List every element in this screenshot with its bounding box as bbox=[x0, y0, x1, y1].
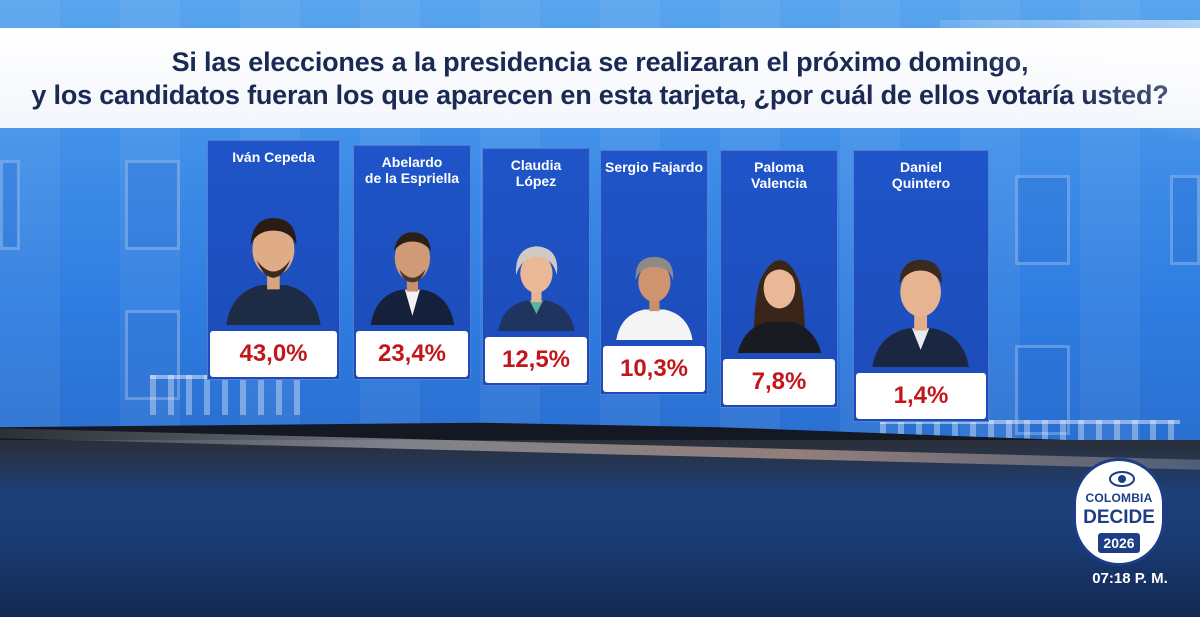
candidate-name: Paloma Valencia bbox=[750, 159, 808, 191]
candidate-photo bbox=[221, 185, 326, 325]
candidate-name: Iván Cepeda bbox=[232, 149, 315, 165]
broadcast-clock: 07:18 P. M. bbox=[1092, 570, 1168, 587]
studio-floor bbox=[0, 440, 1200, 617]
candidate-photo bbox=[366, 190, 459, 325]
studio-screen: Si las elecciones a la presidencia se re… bbox=[0, 0, 1200, 445]
background-window bbox=[1015, 175, 1070, 265]
candidate-name: Sergio Fajardo bbox=[604, 159, 704, 175]
candidate-card-lopez: Claudia López 12,5% bbox=[482, 148, 590, 386]
candidate-card-cepeda: Iván Cepeda 43,0% bbox=[207, 140, 340, 380]
candidate-card-quintero: Daniel Quintero 1,4% bbox=[853, 150, 989, 422]
eye-icon bbox=[1109, 471, 1135, 487]
logo-text-colombia: COLOMBIA bbox=[1085, 491, 1153, 505]
background-railing bbox=[150, 375, 300, 415]
candidate-card-de-la-espriella: Abelardo de la Espriella 23,4% bbox=[353, 145, 471, 380]
candidate-percentage: 23,4% bbox=[356, 331, 468, 377]
candidate-name: Abelardo de la Espriella bbox=[364, 154, 460, 186]
candidate-name: Daniel Quintero bbox=[891, 159, 951, 191]
candidate-percentage: 7,8% bbox=[723, 359, 835, 405]
candidate-card-valencia: Paloma Valencia 7,8% bbox=[720, 150, 838, 408]
candidate-percentage: 12,5% bbox=[485, 337, 587, 383]
candidate-photo bbox=[867, 195, 974, 367]
candidate-percentage: 10,3% bbox=[603, 346, 705, 392]
background-window bbox=[125, 160, 180, 250]
candidate-photo bbox=[494, 193, 579, 331]
background-window bbox=[1170, 175, 1200, 265]
background-window bbox=[0, 160, 20, 250]
logo-text-decide: DECIDE bbox=[1083, 507, 1155, 528]
candidate-name: Claudia López bbox=[510, 157, 562, 189]
candidate-percentage: 1,4% bbox=[856, 373, 986, 419]
colombia-decide-logo: COLOMBIA DECIDE 2026 bbox=[1073, 458, 1165, 566]
candidate-photo bbox=[733, 195, 826, 353]
candidate-percentage: 43,0% bbox=[210, 331, 337, 377]
candidate-photo bbox=[612, 195, 697, 340]
background-window bbox=[125, 310, 180, 400]
question-line-1: Si las elecciones a la presidencia se re… bbox=[171, 47, 1029, 77]
background-window bbox=[1015, 345, 1070, 435]
candidate-card-fajardo: Sergio Fajardo 10,3% bbox=[600, 150, 708, 395]
screen-glare bbox=[940, 20, 1200, 140]
logo-year: 2026 bbox=[1098, 533, 1140, 553]
